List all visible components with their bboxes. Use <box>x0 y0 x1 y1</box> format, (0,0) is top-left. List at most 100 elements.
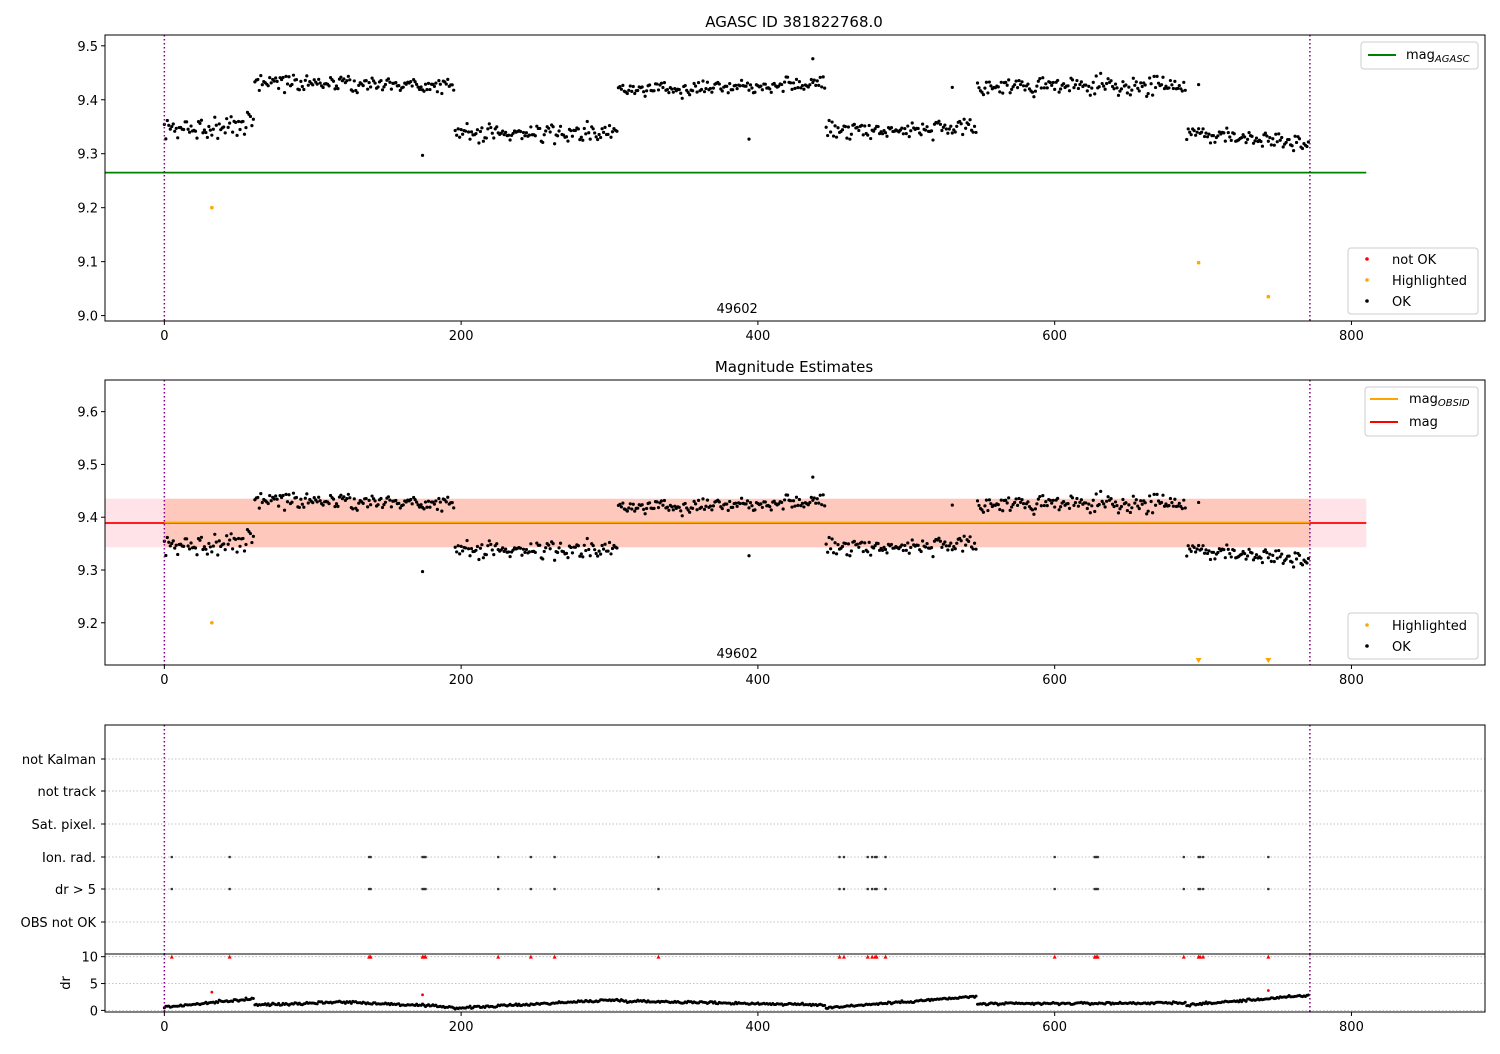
ok-point <box>662 498 667 503</box>
ok-point <box>1053 505 1057 509</box>
ok-point <box>366 505 370 509</box>
ok-point <box>222 542 226 546</box>
ok-point <box>1070 78 1075 82</box>
ok-point <box>529 125 533 129</box>
ok-point <box>688 93 692 97</box>
ok-point <box>317 495 321 499</box>
ok-point <box>1153 85 1158 90</box>
ok-point <box>744 84 748 88</box>
ok-point <box>529 542 533 546</box>
ok-point <box>710 508 714 512</box>
ok-point <box>607 540 612 545</box>
ok-point <box>423 500 428 504</box>
ok-point <box>486 544 490 548</box>
ok-point <box>521 547 526 551</box>
ok-point <box>284 492 288 496</box>
ok-point <box>1133 501 1137 505</box>
ok-point <box>1021 501 1026 506</box>
ok-point <box>1030 90 1035 94</box>
ok-point <box>297 88 301 92</box>
ok-point <box>1007 496 1011 500</box>
ok-point <box>1050 501 1054 505</box>
p2-xtick-label: 0 <box>160 673 168 688</box>
ok-point <box>369 503 373 507</box>
ok-point <box>919 133 923 137</box>
ok-point <box>481 556 485 560</box>
ok-point <box>696 498 701 503</box>
ok-point <box>463 129 468 133</box>
ok-point <box>1278 555 1282 559</box>
ok-point <box>1305 144 1309 149</box>
ok-point <box>284 74 288 78</box>
ok-point <box>1148 494 1152 498</box>
ok-point <box>333 504 337 509</box>
ok-point <box>797 497 802 502</box>
ok-point <box>1093 92 1097 96</box>
ok-point <box>492 136 496 140</box>
ok-point <box>1146 509 1150 513</box>
flag-point <box>424 887 427 891</box>
ok-point <box>1059 505 1063 509</box>
ok-point <box>1038 494 1042 499</box>
ok-point <box>944 127 948 131</box>
dr-not-ok-point <box>210 990 214 994</box>
ok-point <box>763 500 767 504</box>
ok-point <box>1222 547 1226 552</box>
ok-point <box>1020 498 1024 502</box>
ok-point <box>1254 136 1259 140</box>
ok-point <box>1204 548 1208 552</box>
ok-point <box>428 87 432 92</box>
ok-point <box>570 134 575 138</box>
ok-point <box>701 79 705 83</box>
ok-point <box>925 125 929 129</box>
ok-point <box>1097 85 1101 89</box>
ok-point <box>312 495 316 500</box>
ok-point <box>370 494 374 498</box>
ok-point <box>189 541 193 545</box>
ok-point <box>502 133 506 137</box>
panel-dr: dr 0 200 400 600 800 0 5 10 <box>59 951 1486 1035</box>
ok-point <box>327 502 331 506</box>
ok-point <box>1079 498 1083 502</box>
ok-point <box>1280 135 1284 140</box>
ok-point <box>213 115 217 119</box>
ok-point <box>671 90 675 94</box>
ok-point <box>906 541 910 545</box>
ok-point <box>176 136 180 140</box>
ok-point <box>821 493 825 497</box>
ok-point <box>520 553 524 557</box>
dr-capped-marker <box>1095 954 1100 959</box>
ok-point <box>1287 554 1291 558</box>
ok-point <box>487 122 491 126</box>
legend-marker-swatch <box>1365 623 1369 627</box>
ok-point <box>1109 79 1113 83</box>
ok-point <box>1075 496 1079 501</box>
ok-point <box>369 85 373 89</box>
ok-point <box>299 497 303 501</box>
ok-point <box>397 83 401 88</box>
ok-point <box>1259 139 1263 144</box>
ok-point <box>1036 79 1040 83</box>
ok-point <box>980 508 984 512</box>
ok-point <box>642 507 646 511</box>
ok-point <box>1192 545 1196 549</box>
ok-point <box>287 75 291 79</box>
ok-point <box>596 554 600 558</box>
ok-point <box>968 118 972 122</box>
ok-point <box>753 90 757 94</box>
ok-point <box>677 88 681 92</box>
ok-point <box>1044 82 1048 86</box>
ok-point <box>1005 501 1009 505</box>
ok-point <box>417 87 422 92</box>
ok-point <box>619 505 623 509</box>
ok-point <box>1139 81 1143 85</box>
ok-point <box>1294 140 1299 145</box>
ok-point <box>1014 79 1018 83</box>
ok-point <box>1263 548 1267 552</box>
legend-marker-swatch <box>1365 644 1369 648</box>
ok-point <box>840 128 845 132</box>
ok-point <box>1245 137 1250 141</box>
ok-point <box>195 553 199 557</box>
ok-point <box>272 79 276 83</box>
ok-point <box>367 80 371 85</box>
